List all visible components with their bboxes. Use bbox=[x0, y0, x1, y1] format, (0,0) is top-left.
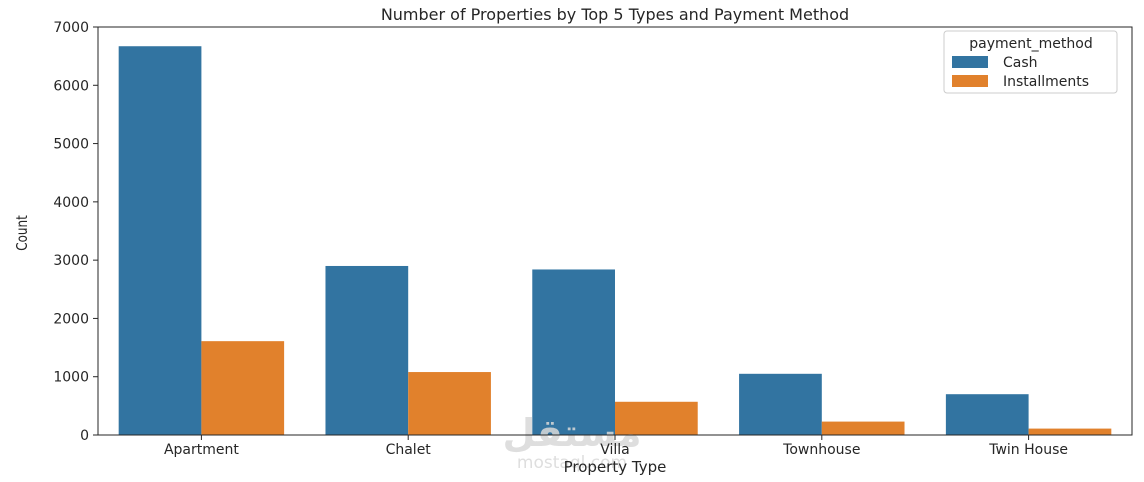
watermark-logo: مستقل mostaql.com bbox=[503, 411, 642, 473]
bar-cash-twin-house bbox=[945, 394, 1029, 435]
bar-installments-apartment bbox=[201, 341, 285, 435]
bar-installments-chalet bbox=[408, 372, 491, 435]
x-tick-label: Chalet bbox=[386, 442, 432, 458]
y-axis-label: Count bbox=[14, 215, 32, 251]
legend: payment_method Cash Installments bbox=[943, 30, 1118, 94]
watermark-latin: mostaql.com bbox=[517, 453, 627, 473]
x-axis-label: Property Type bbox=[564, 458, 667, 476]
bars-layer bbox=[118, 46, 1112, 435]
bar-installments-villa bbox=[615, 401, 698, 435]
chart-title: Number of Properties by Top 5 Types and … bbox=[381, 5, 849, 24]
legend-swatch-cash bbox=[952, 56, 988, 68]
x-tick-label: Townhouse bbox=[782, 442, 860, 458]
legend-label-cash: Cash bbox=[1003, 55, 1038, 71]
bar-cash-villa bbox=[532, 269, 615, 435]
legend-entries: Cash Installments bbox=[952, 55, 1089, 90]
y-tick-label: 2000 bbox=[53, 311, 89, 327]
x-tick-label: Twin House bbox=[988, 442, 1068, 458]
bar-installments-townhouse bbox=[821, 421, 905, 435]
y-tick-label: 1000 bbox=[53, 370, 89, 386]
plot-frame bbox=[97, 26, 1133, 436]
bar-cash-chalet bbox=[325, 265, 409, 435]
x-tick-label: Apartment bbox=[164, 442, 239, 458]
y-tick-label: 3000 bbox=[53, 253, 89, 269]
legend-label-installments: Installments bbox=[1003, 74, 1089, 90]
y-tick-label: 0 bbox=[80, 428, 89, 444]
legend-title: payment_method bbox=[969, 36, 1092, 52]
y-tick-label: 4000 bbox=[53, 195, 89, 211]
bar-cash-apartment bbox=[118, 46, 202, 435]
watermark-arabic: مستقل bbox=[503, 411, 642, 455]
legend-swatch-installments bbox=[952, 75, 988, 87]
y-tick-label: 5000 bbox=[53, 137, 89, 153]
x-tick-label: Villa bbox=[600, 442, 630, 458]
y-tick-label: 7000 bbox=[53, 20, 89, 36]
y-tick-label: 6000 bbox=[53, 78, 89, 94]
axes-layer: Apartment Chalet Villa Townhouse Twin House 0… bbox=[53, 20, 1133, 458]
bar-installments-twin-house bbox=[1028, 428, 1112, 435]
bar-cash-townhouse bbox=[739, 373, 822, 435]
